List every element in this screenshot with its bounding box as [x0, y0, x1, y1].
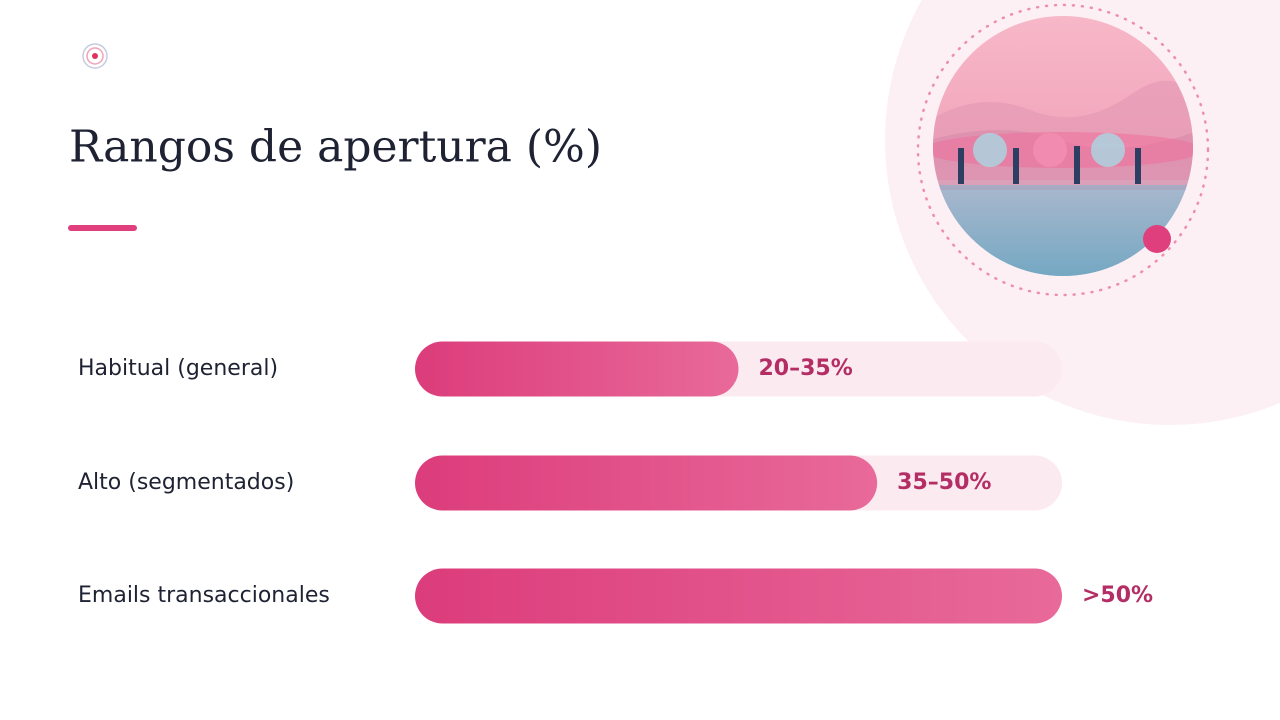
title-underline [68, 225, 137, 231]
logo [82, 43, 108, 69]
value-label: >50% [1082, 583, 1153, 608]
category-label: Alto (segmentados) [78, 470, 294, 495]
category-label: Habitual (general) [78, 356, 278, 381]
value-label: 20–35% [759, 356, 853, 381]
chart-title: Rangos de apertura (%) [69, 122, 602, 173]
value-label: 35–50% [897, 470, 991, 495]
bar [415, 568, 1062, 624]
bar [415, 341, 739, 397]
decor-dot [1143, 225, 1171, 253]
bar [415, 455, 878, 511]
category-label: Emails transaccionales [78, 583, 330, 608]
decor-dotted-ring [916, 3, 1210, 297]
